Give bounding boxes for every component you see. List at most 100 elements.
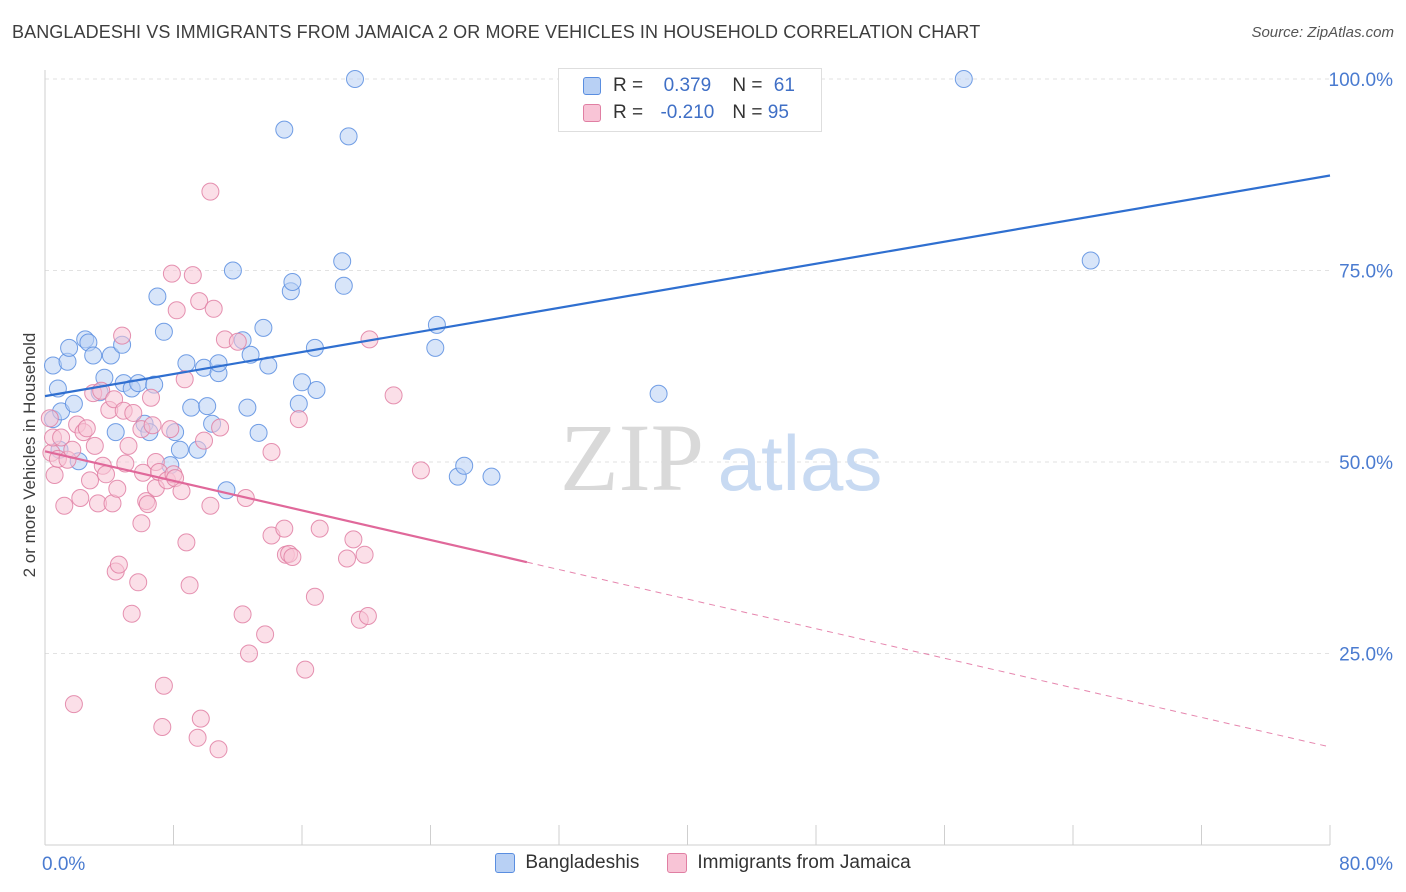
series-legend: Bangladeshis Immigrants from Jamaica <box>0 852 1406 874</box>
y-tick-label: 75.0% <box>1339 262 1393 283</box>
point-jamaica <box>188 728 207 747</box>
point-jamaica <box>122 604 141 623</box>
trend-line-jamaica-extension <box>526 561 1331 748</box>
point-jamaica <box>97 465 115 484</box>
point-jamaica <box>209 740 228 759</box>
point-bangladeshis <box>307 381 326 399</box>
point-bangladeshis <box>283 273 302 291</box>
point-bangladeshis <box>482 467 501 486</box>
legend-item-jamaica[interactable]: Immigrants from Jamaica <box>667 852 911 874</box>
point-jamaica <box>201 182 220 201</box>
point-jamaica <box>143 416 162 435</box>
point-jamaica <box>358 607 377 625</box>
point-bangladeshis <box>249 423 268 442</box>
r-label: R = <box>613 75 644 96</box>
swatch-bangladeshis <box>583 77 601 95</box>
point-bangladeshis <box>198 397 217 416</box>
point-bangladeshis <box>217 481 236 500</box>
point-bangladeshis <box>84 346 103 365</box>
point-jamaica <box>85 436 104 455</box>
point-bangladeshis <box>170 440 189 459</box>
point-jamaica <box>108 479 127 498</box>
point-jamaica <box>40 409 59 428</box>
point-bangladeshis <box>177 354 196 373</box>
watermark-atlas: atlas <box>718 419 883 507</box>
x-tick-label-min: 0.0% <box>42 854 85 875</box>
point-jamaica <box>138 495 157 514</box>
point-jamaica <box>305 587 324 606</box>
point-jamaica <box>161 420 180 439</box>
point-jamaica <box>201 496 220 515</box>
point-bangladeshis <box>106 423 125 442</box>
point-bangladeshis <box>333 252 352 271</box>
y-tick-label: 25.0% <box>1339 645 1393 666</box>
point-jamaica <box>55 496 74 515</box>
point-jamaica <box>167 301 186 320</box>
watermark-zip: ZIP <box>560 404 704 511</box>
point-jamaica <box>180 576 199 595</box>
n-label: N = <box>732 102 763 123</box>
r-label: R = <box>613 102 644 123</box>
point-bangladeshis <box>182 398 201 417</box>
point-jamaica <box>183 266 202 285</box>
point-jamaica <box>240 644 258 663</box>
point-jamaica <box>177 533 196 552</box>
point-jamaica <box>296 660 315 679</box>
point-jamaica <box>344 530 363 549</box>
stats-legend: R = 0.379 N = 61 R = -0.210 N = 95 <box>558 68 822 132</box>
point-jamaica <box>190 292 209 311</box>
trend-line-jamaica <box>44 450 528 564</box>
point-jamaica <box>355 545 374 564</box>
point-jamaica <box>45 466 64 484</box>
point-jamaica <box>283 548 302 566</box>
point-bangladeshis <box>346 70 364 88</box>
point-bangladeshis <box>148 287 167 306</box>
point-jamaica <box>154 676 173 695</box>
point-jamaica <box>211 418 230 437</box>
point-bangladeshis <box>1081 251 1100 270</box>
point-jamaica <box>233 605 252 624</box>
n-value: 95 <box>767 102 789 123</box>
source-label: Source: ZipAtlas.com <box>1251 24 1394 41</box>
point-jamaica <box>109 555 128 574</box>
point-bangladeshis <box>238 398 257 417</box>
point-jamaica <box>204 299 223 318</box>
point-jamaica <box>195 431 213 450</box>
point-bangladeshis <box>339 127 358 146</box>
stats-row-bangladeshis: R = 0.379 N = 61 <box>583 73 795 99</box>
point-bangladeshis <box>954 70 973 88</box>
point-bangladeshis <box>426 338 445 357</box>
point-jamaica <box>275 519 294 538</box>
point-jamaica <box>228 332 247 351</box>
point-bangladeshis <box>275 120 294 139</box>
legend-label: Immigrants from Jamaica <box>697 852 911 873</box>
data-points <box>40 70 1100 759</box>
point-jamaica <box>153 718 172 736</box>
point-bangladeshis <box>101 346 120 365</box>
point-jamaica <box>289 410 308 429</box>
point-bangladeshis <box>293 373 311 392</box>
point-jamaica <box>256 625 275 644</box>
point-jamaica <box>113 326 132 345</box>
y-tick-label: 100.0% <box>1329 70 1394 91</box>
point-jamaica <box>310 519 329 538</box>
point-jamaica <box>132 514 151 533</box>
r-value: 0.379 <box>663 75 712 96</box>
point-jamaica <box>142 388 160 407</box>
point-jamaica <box>81 471 99 490</box>
point-jamaica <box>77 419 96 438</box>
r-value: -0.210 <box>660 102 715 123</box>
point-jamaica <box>384 386 403 405</box>
point-jamaica <box>129 573 148 592</box>
point-bangladeshis <box>455 456 474 475</box>
point-jamaica <box>124 404 143 422</box>
point-bangladeshis <box>334 276 353 295</box>
point-bangladeshis <box>64 394 83 413</box>
legend-item-bangladeshis[interactable]: Bangladeshis <box>495 852 639 874</box>
legend-swatch-bangladeshis <box>495 853 516 873</box>
point-jamaica <box>64 695 83 714</box>
point-jamaica <box>338 549 356 568</box>
y-tick-label: 50.0% <box>1339 453 1393 474</box>
point-jamaica <box>162 264 181 283</box>
